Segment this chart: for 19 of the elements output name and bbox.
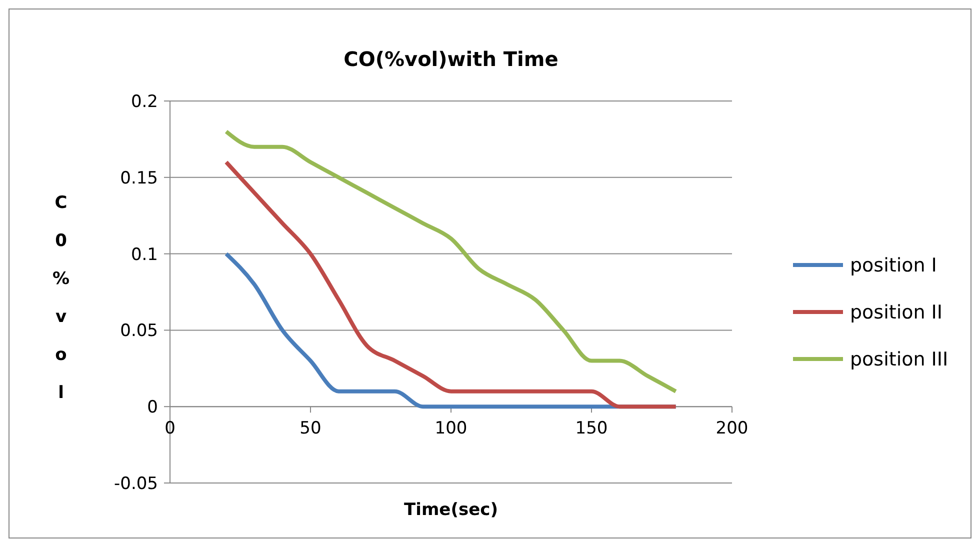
x-tick-label: 50 [300,418,322,439]
legend-label: position I [850,254,937,277]
y-tick-label: 0.1 [130,244,158,265]
line-series [224,130,678,394]
x-axis-title: Time(sec) [404,500,498,520]
y-tick-label: -0.05 [114,474,158,494]
x-tick-label: 150 [575,418,608,439]
x-tick-label: 100 [434,418,468,439]
chart-title: CO(%vol)with Time [344,47,558,71]
y-axis-title: C0%vol [52,193,70,403]
x-tick-label: 0 [164,418,176,439]
legend-label: position III [850,348,948,371]
y-tick-label: 0.15 [120,168,158,188]
legend-label: position II [850,302,943,324]
y-tick-label: 0.05 [120,321,158,342]
y-tick-label: 0 [147,398,158,418]
line-series [224,160,678,409]
x-tick-label: 200 [716,418,748,439]
y-tick-label: 0.2 [130,92,158,112]
